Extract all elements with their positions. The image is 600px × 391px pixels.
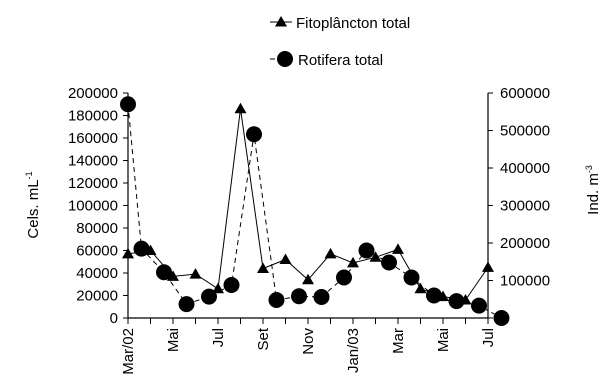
data-point-rotifera [156, 264, 172, 281]
data-point-rotifera [471, 297, 487, 314]
data-point-rotifera [201, 288, 217, 305]
data-point-rotifera [493, 310, 510, 326]
left-tick-label: 140000 [68, 153, 118, 170]
data-point-rotifera [336, 269, 352, 286]
left-tick-label: 100000 [68, 198, 118, 215]
left-axis-title-sup: -1 [24, 171, 34, 179]
x-tick-label: Mar [390, 328, 407, 354]
right-axis-title-sup: -3 [584, 165, 594, 173]
data-point-fitoplancton [167, 270, 179, 281]
data-point-fitoplancton [347, 256, 359, 268]
data-point-rotifera [223, 277, 240, 293]
data-point-fitoplancton [369, 251, 382, 262]
right-tick-label: 600000 [500, 85, 550, 102]
data-point-rotifera [268, 292, 285, 308]
data-point-fitoplancton [189, 268, 202, 279]
data-point-rotifera [448, 293, 465, 310]
data-point-rotifera [403, 269, 420, 286]
legend-label-rotifera: Rotifera total [298, 52, 383, 69]
left-tick-label: 20000 [76, 288, 118, 305]
data-point-rotifera [426, 287, 442, 304]
left-tick-label: 180000 [68, 108, 118, 125]
left-tick-label: 0 [110, 310, 118, 327]
legend: Fitoplâncton total Rotifera total [270, 15, 410, 69]
left-tick-label: 200000 [68, 85, 118, 102]
x-tick-label: Nov [300, 328, 317, 355]
data-point-fitoplancton [414, 282, 427, 294]
x-tick-label: Mai [165, 328, 182, 352]
left-axis-title: Cels. mL-1 [24, 171, 42, 238]
left-axis-title-main: Cels. mL [25, 179, 42, 238]
legend-marker-fitoplancton [275, 16, 287, 27]
data-point-rotifera [246, 126, 262, 143]
right-tick-label: 500000 [500, 123, 550, 140]
data-point-fitoplancton [257, 262, 269, 273]
left-tick-label: 120000 [68, 175, 118, 192]
data-point-rotifera [133, 240, 150, 257]
data-point-rotifera [178, 296, 195, 313]
axes-layer: 0 20000 40000 60000 80000 100000 120000 140000 1… [68, 85, 550, 375]
series-line-fitoplancton [127, 108, 489, 301]
series-line-rotifera [127, 104, 502, 319]
x-tick-label: Jul [480, 328, 497, 347]
x-tick-label: Mar/02 [120, 328, 137, 375]
data-point-fitoplancton [302, 273, 314, 285]
left-tick-label: 160000 [68, 130, 118, 147]
x-tick-label: Set [255, 327, 272, 350]
x-tick-label: Jul [210, 328, 227, 347]
legend-marker-rotifera [277, 51, 293, 67]
axis-titles: Cels. mL-1 Ind. m-3 [24, 165, 600, 238]
right-axis-title: Ind. m-3 [584, 165, 600, 215]
right-tick-label: 100000 [500, 273, 550, 290]
data-point-fitoplancton [324, 247, 337, 259]
data-point-rotifera [313, 289, 330, 305]
data-point-rotifera [358, 242, 375, 259]
data-point-rotifera [291, 288, 307, 305]
data-point-fitoplancton [122, 247, 134, 259]
data-point-rotifera [120, 96, 136, 113]
x-tick-label: Mai [435, 328, 452, 352]
legend-label-fitoplancton: Fitoplâncton total [296, 15, 410, 32]
data-point-fitoplancton [279, 253, 292, 264]
data-point-fitoplancton [234, 102, 247, 114]
left-tick-label: 60000 [76, 243, 118, 260]
left-tick-label: 80000 [76, 220, 118, 237]
data-point-rotifera [381, 254, 397, 271]
right-tick-label: 400000 [500, 160, 550, 177]
data-point-fitoplancton [482, 261, 494, 272]
right-tick-label: 200000 [500, 235, 550, 252]
x-tick-label: Jan/03 [345, 328, 362, 373]
data-point-fitoplancton [392, 243, 404, 254]
right-tick-label: 300000 [500, 198, 550, 215]
left-tick-label: 40000 [76, 265, 118, 282]
series-layer [120, 96, 510, 326]
right-axis-title-main: Ind. m [585, 173, 600, 215]
